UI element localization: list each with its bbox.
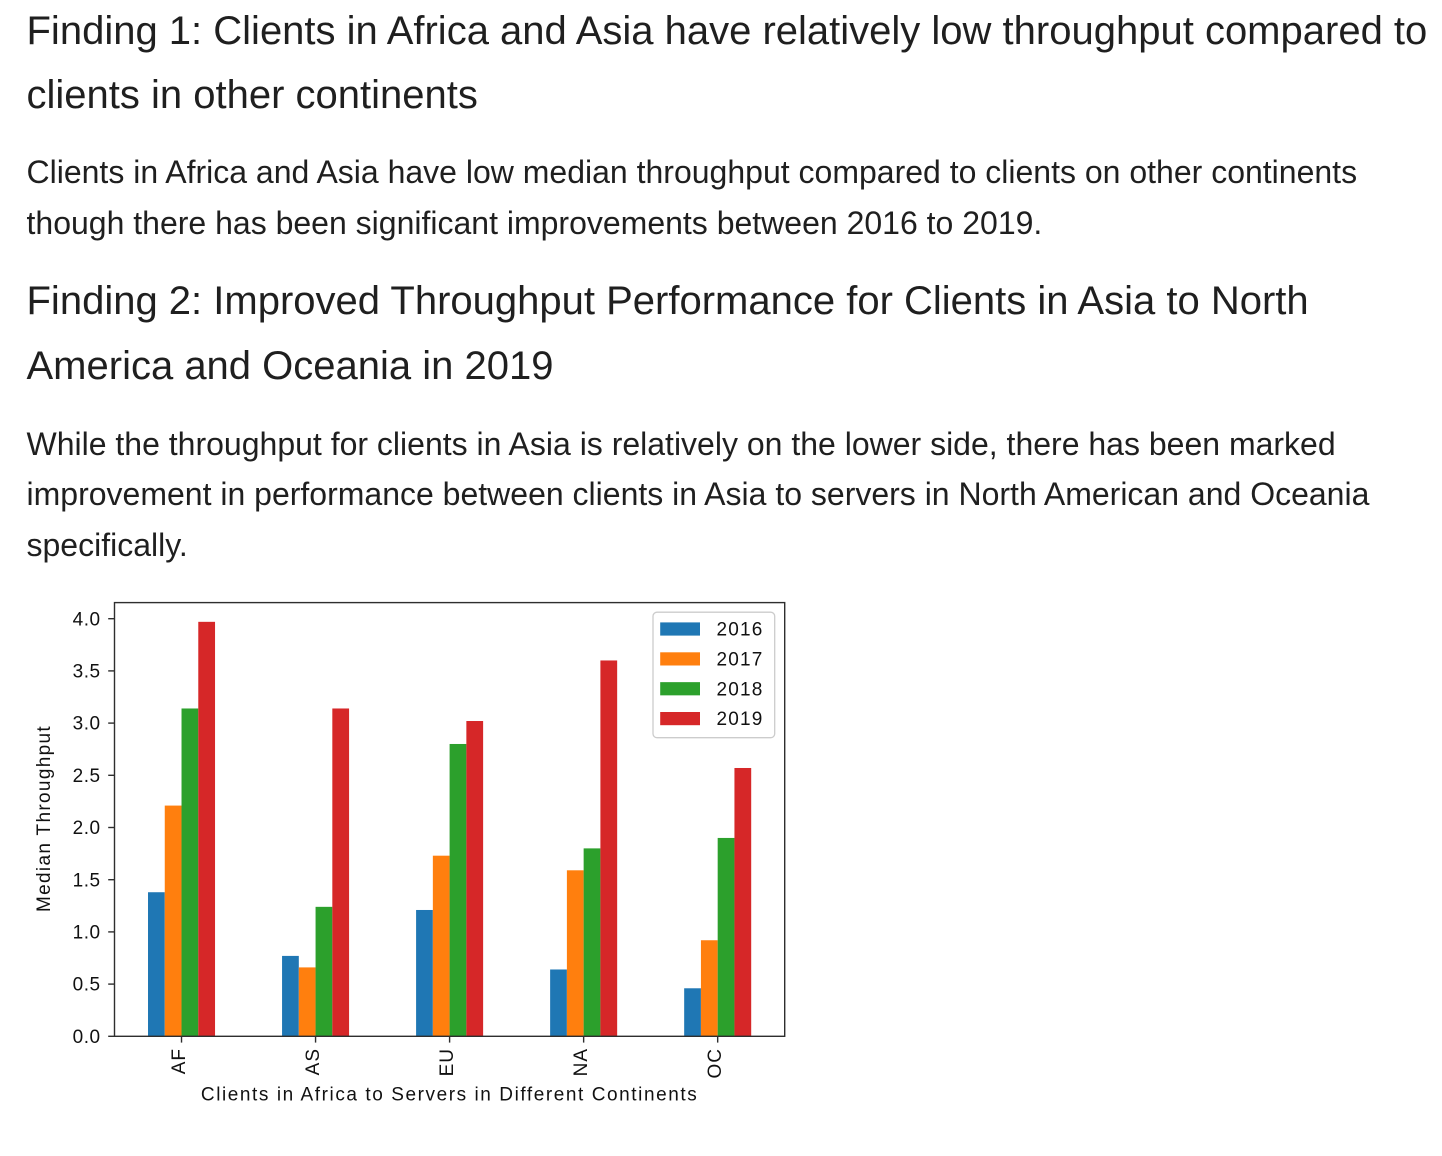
svg-text:EU: EU — [437, 1048, 458, 1076]
svg-text:2017: 2017 — [717, 650, 764, 671]
svg-text:4.0: 4.0 — [73, 609, 101, 630]
svg-text:Median Throughput: Median Throughput — [34, 725, 55, 912]
svg-text:Clients in Africa to Servers i: Clients in Africa to Servers in Differen… — [201, 1084, 698, 1105]
svg-text:1.0: 1.0 — [73, 922, 101, 943]
svg-text:0.5: 0.5 — [73, 975, 101, 996]
svg-text:3.5: 3.5 — [73, 661, 101, 682]
svg-text:3.0: 3.0 — [73, 714, 101, 735]
svg-text:2019: 2019 — [717, 709, 764, 730]
svg-text:OC: OC — [705, 1048, 726, 1079]
svg-text:1.5: 1.5 — [73, 870, 101, 891]
svg-text:AS: AS — [303, 1048, 324, 1075]
svg-text:2.0: 2.0 — [73, 818, 101, 839]
svg-text:NA: NA — [571, 1048, 592, 1076]
svg-text:AF: AF — [169, 1048, 190, 1074]
svg-text:2018: 2018 — [717, 679, 764, 700]
svg-text:0.0: 0.0 — [73, 1027, 101, 1048]
svg-text:2016: 2016 — [717, 620, 764, 641]
svg-text:2.5: 2.5 — [73, 766, 101, 787]
